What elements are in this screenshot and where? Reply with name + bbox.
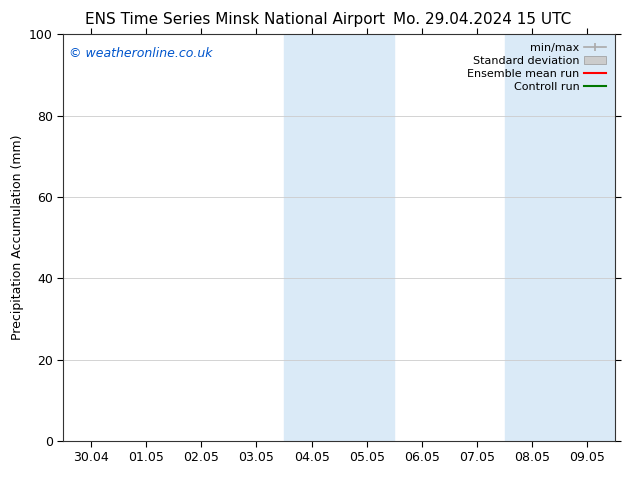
Text: Mo. 29.04.2024 15 UTC: Mo. 29.04.2024 15 UTC xyxy=(392,12,571,27)
Bar xyxy=(339,34,394,441)
Text: © weatheronline.co.uk: © weatheronline.co.uk xyxy=(69,47,212,59)
Text: ENS Time Series Minsk National Airport: ENS Time Series Minsk National Airport xyxy=(84,12,385,27)
Bar xyxy=(284,34,339,441)
Legend: min/max, Standard deviation, Ensemble mean run, Controll run: min/max, Standard deviation, Ensemble me… xyxy=(464,40,609,95)
Bar xyxy=(505,34,560,441)
Bar xyxy=(560,34,615,441)
Y-axis label: Precipitation Accumulation (mm): Precipitation Accumulation (mm) xyxy=(11,135,23,341)
